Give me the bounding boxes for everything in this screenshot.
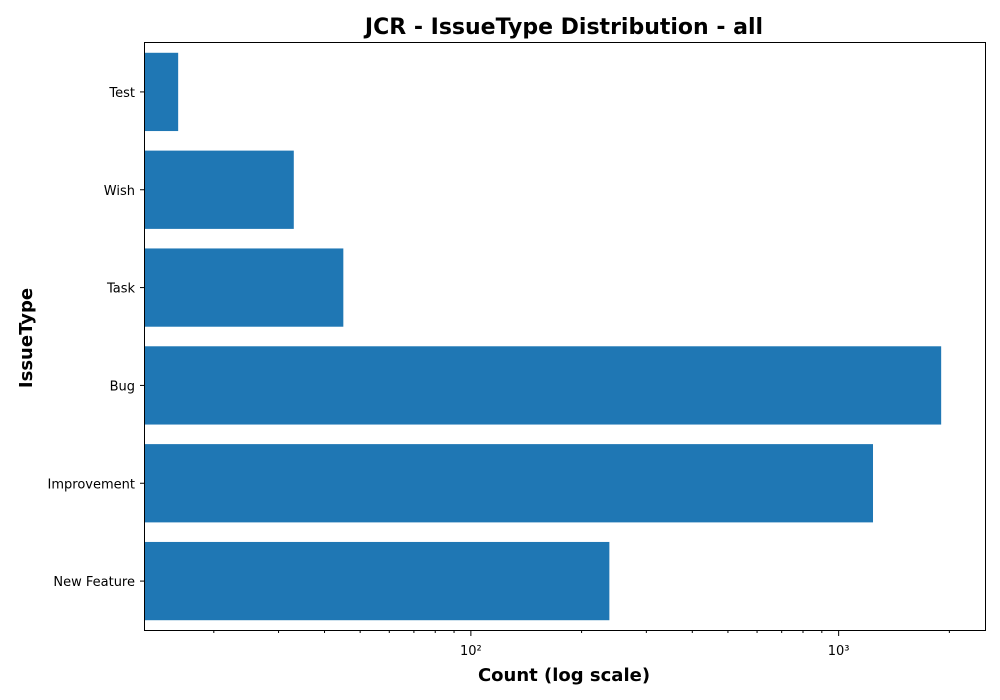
y-tick-label-test: Test [108, 86, 135, 101]
bars-group [145, 52, 942, 621]
y-tick-label-task: Task [106, 282, 136, 297]
chart-title: JCR - IssueType Distribution - all [363, 15, 763, 40]
bar-new-feature [145, 541, 610, 621]
bar-wish [145, 150, 294, 229]
plot-frame [144, 42, 986, 631]
y-tick-label-bug: Bug [110, 379, 135, 394]
x-tick-label: 10² [460, 644, 482, 659]
bar-test [145, 52, 179, 132]
y-tick-label-wish: Wish [104, 184, 135, 199]
y-tick-label-improvement: Improvement [48, 477, 135, 492]
bar-task [145, 248, 344, 327]
x-axis-ticks: 10² 10³ [213, 630, 950, 659]
y-axis-ticks: Test Wish Task Bug Improvement New Feature [48, 86, 145, 590]
x-tick-label: 10³ [828, 644, 850, 659]
bar-bug [145, 346, 942, 425]
bar-improvement [145, 444, 874, 523]
y-tick-label-new-feature: New Feature [53, 575, 135, 590]
x-axis-title: Count (log scale) [478, 665, 650, 686]
y-axis-title: IssueType [16, 288, 37, 388]
